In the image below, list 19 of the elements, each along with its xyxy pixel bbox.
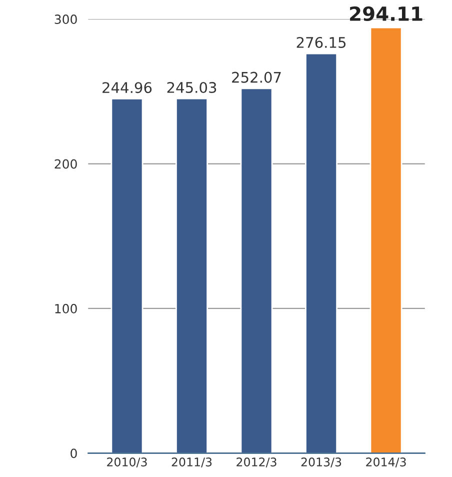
x-tick-label: 2010/3 — [107, 458, 147, 468]
bar — [305, 52, 338, 454]
x-tick-label: 2013/3 — [301, 458, 342, 468]
x-tick-label: 2014/3 — [366, 458, 406, 468]
data-label: 245.03 — [167, 82, 216, 94]
data-label: 276.15 — [296, 36, 346, 48]
x-tick-label: 2012/3 — [236, 458, 276, 468]
y-tick-label: 200 — [54, 159, 77, 169]
y-tick-label: 0 — [70, 448, 77, 458]
data-label: 294.11 — [350, 6, 422, 22]
bar — [240, 88, 273, 454]
bar — [176, 98, 208, 454]
data-label: 244.96 — [102, 82, 152, 94]
bar — [370, 26, 402, 454]
bar — [110, 98, 144, 454]
y-tick-label: 300 — [54, 14, 77, 24]
data-label: 252.07 — [232, 72, 281, 83]
x-tick-label: 2011/3 — [172, 458, 212, 468]
y-tick-label: 100 — [55, 304, 77, 314]
